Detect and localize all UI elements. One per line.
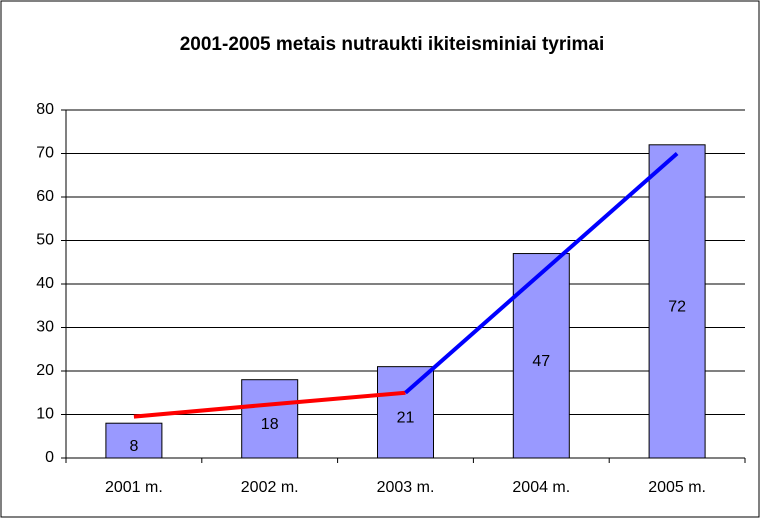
x-tick-label: 2004 m. — [512, 479, 570, 496]
x-tick-label: 2001 m. — [105, 479, 163, 496]
bar — [377, 366, 434, 459]
trend-line — [404, 151, 679, 395]
y-tick-label: 70 — [36, 145, 54, 162]
y-tick-label: 80 — [36, 101, 54, 118]
chart-title: 2001-2005 metais nutraukti ikiteisminiai… — [180, 34, 605, 55]
y-tick-label: 60 — [36, 188, 54, 205]
x-tick-label: 2005 m. — [648, 479, 706, 496]
bar — [648, 144, 706, 459]
data-label: 8 — [129, 438, 138, 455]
trend-line — [133, 390, 406, 419]
y-tick-label: 30 — [36, 319, 54, 336]
y-tick-label: 50 — [36, 232, 54, 249]
data-label: 72 — [668, 299, 686, 316]
bar — [105, 422, 163, 459]
y-tick-label: 20 — [36, 362, 54, 379]
data-label: 47 — [532, 353, 550, 370]
x-tick-label: 2002 m. — [241, 479, 299, 496]
y-tick-label: 40 — [36, 275, 54, 292]
x-tick-label: 2003 m. — [377, 479, 435, 496]
y-tick-label: 0 — [45, 449, 54, 466]
y-tick-label: 10 — [36, 406, 54, 423]
bar — [241, 379, 299, 459]
data-label: 21 — [397, 410, 415, 427]
data-label: 18 — [261, 416, 279, 433]
